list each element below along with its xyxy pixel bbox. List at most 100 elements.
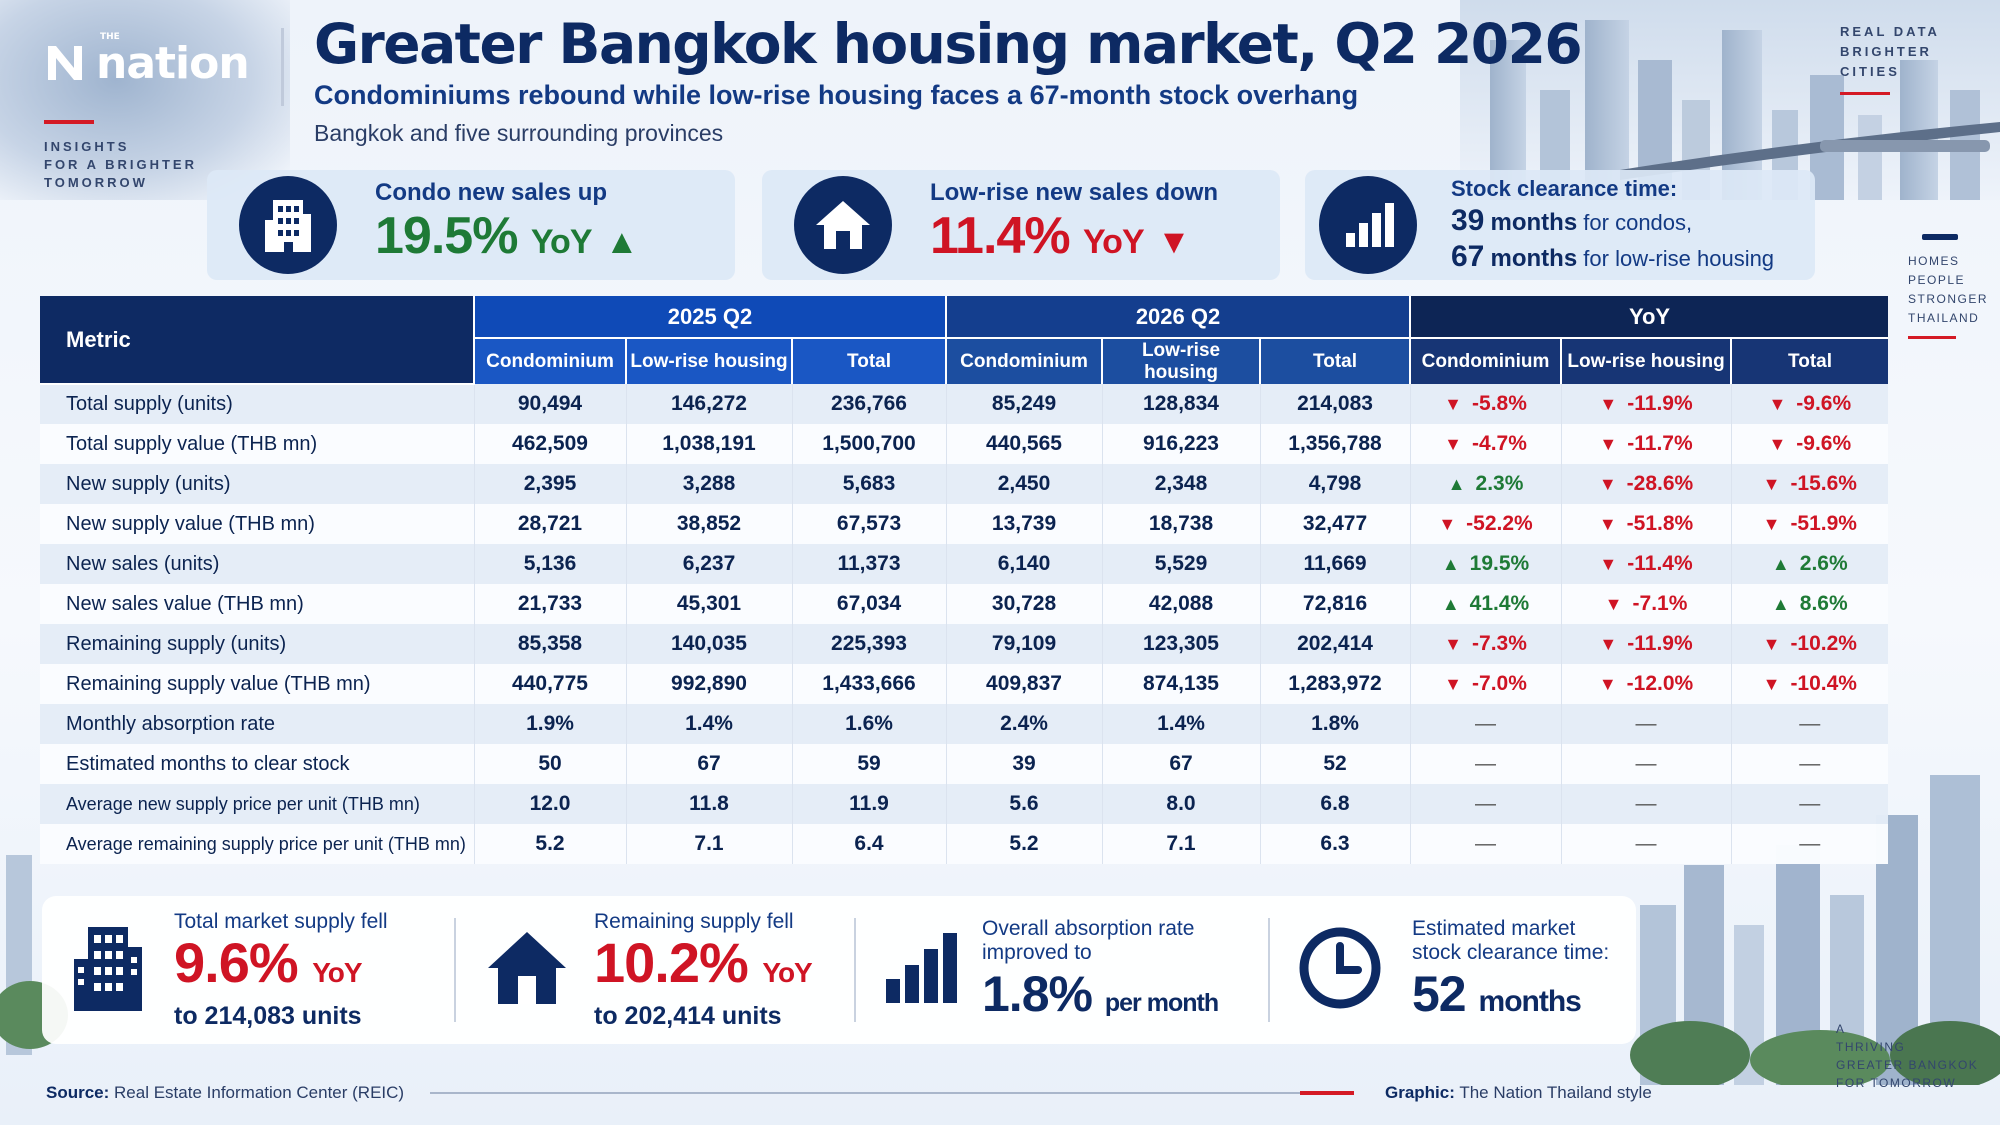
column-header: Low-rise housing bbox=[1101, 338, 1261, 384]
kpi-unit: months bbox=[1490, 245, 1578, 272]
yoy-cell: ▼ -52.2% bbox=[1409, 504, 1562, 544]
value-cell: 18,738 bbox=[1101, 504, 1261, 544]
summary-label: stock clearance time: bbox=[1412, 941, 1610, 964]
yoy-cell: ▼ -11.9% bbox=[1560, 624, 1732, 664]
summary-strip: Total market supply fell 9.6% YoY to 214… bbox=[42, 896, 1636, 1044]
metric-cell: Average remaining supply price per unit … bbox=[66, 833, 466, 854]
footer-accent bbox=[1300, 1091, 1354, 1095]
table-row: Total supply (units) 90,494 146,272 236,766… bbox=[40, 384, 1889, 424]
summary-sub: to 214,083 units bbox=[174, 1001, 362, 1030]
value-cell: 50 bbox=[473, 744, 626, 784]
metric-cell: New sales (units) bbox=[66, 552, 220, 575]
metric-cell: New supply (units) bbox=[66, 472, 231, 495]
kpi-number: 19.5% bbox=[375, 207, 518, 265]
value-cell: 440,565 bbox=[945, 424, 1103, 464]
metric-cell: Monthly absorption rate bbox=[66, 712, 276, 735]
graphic-label: Graphic: bbox=[1385, 1083, 1455, 1102]
yoy-value: 2.6% bbox=[1799, 552, 1848, 575]
yoy-value: -4.7% bbox=[1472, 432, 1527, 455]
value-cell: 1.6% bbox=[791, 704, 947, 744]
value-cell: 440,775 bbox=[473, 664, 626, 704]
yoy-value: — bbox=[1799, 752, 1821, 775]
value-cell: 67,034 bbox=[791, 584, 947, 624]
metric-header: Metric bbox=[40, 296, 475, 385]
yoy-value: -11.9% bbox=[1627, 632, 1693, 655]
summary-number: 9.6% bbox=[174, 930, 299, 994]
up-arrow-icon: ▲ bbox=[1447, 474, 1466, 494]
value-cell: 5,683 bbox=[791, 464, 947, 504]
tagline-line: STRONGER bbox=[1908, 292, 1989, 306]
kpi-value: 11.4% YoY ▼ bbox=[930, 207, 1218, 271]
kpi-line: 67 months for low-rise housing bbox=[1451, 240, 1774, 274]
footer-rule bbox=[430, 1092, 1300, 1094]
kpi-stock-clearance: Stock clearance time: 39 months for cond… bbox=[1305, 170, 1815, 280]
down-arrow-icon: ▼ bbox=[1444, 394, 1462, 414]
yoy-cell: ▼ -7.1% bbox=[1560, 584, 1732, 624]
tagline-line: GREATER BANGKOK bbox=[1836, 1058, 1979, 1072]
source-note: Source: Real Estate Information Center (… bbox=[46, 1083, 404, 1103]
page-region-note: Bangkok and five surrounding provinces bbox=[314, 120, 724, 146]
tagline-line: FOR TOMORROW bbox=[1836, 1076, 1957, 1090]
value-cell: 28,721 bbox=[473, 504, 626, 544]
down-arrow-icon: ▼ bbox=[1768, 394, 1787, 414]
yoy-cell: — bbox=[1409, 704, 1562, 744]
yoy-value: -9.6% bbox=[1796, 432, 1852, 455]
yoy-value: -11.9% bbox=[1627, 392, 1693, 415]
tagline-accent-bar bbox=[44, 120, 94, 124]
down-arrow-icon: ▼ bbox=[1444, 674, 1462, 694]
summary-absorption: Overall absorption rate improved to 1.8%… bbox=[856, 896, 1270, 1044]
kpi-number: 11.4% bbox=[930, 207, 1071, 265]
yoy-cell: ▼ -5.8% bbox=[1409, 384, 1562, 424]
value-cell: 30,728 bbox=[945, 584, 1103, 624]
value-cell: 1,500,700 bbox=[791, 424, 947, 464]
kpi-number: 67 bbox=[1451, 240, 1485, 273]
yoy-cell: ▼ -11.7% bbox=[1560, 424, 1732, 464]
tagline-line: THAILAND bbox=[1908, 311, 1980, 325]
clock-icon bbox=[1298, 926, 1382, 1015]
value-cell: 146,272 bbox=[625, 384, 792, 424]
table-row: Average new supply price per unit (THB m… bbox=[40, 784, 1889, 824]
metric-cell: Total supply (units) bbox=[66, 393, 233, 415]
down-arrow-icon: ▼ bbox=[1762, 674, 1781, 694]
kpi-unit: YoY bbox=[530, 223, 593, 261]
down-arrow-icon: ▼ bbox=[1599, 434, 1618, 454]
value-cell: 214,083 bbox=[1259, 384, 1411, 424]
value-cell: 3,288 bbox=[625, 464, 792, 504]
building-icon bbox=[70, 923, 146, 1018]
value-cell: 7.1 bbox=[1101, 824, 1261, 864]
tagline-line: HOMES bbox=[1908, 254, 1960, 268]
metric-cell: Remaining supply value (THB mn) bbox=[66, 672, 371, 695]
value-cell: 128,834 bbox=[1101, 384, 1261, 424]
column-header: Condominium bbox=[945, 338, 1103, 384]
yoy-cell: — bbox=[1560, 744, 1732, 784]
left-tagline: INSIGHTS FOR A BRIGHTER TOMORROW bbox=[44, 120, 214, 192]
value-cell: 85,358 bbox=[473, 624, 626, 664]
column-header: Low-rise housing bbox=[1560, 338, 1732, 384]
down-arrow-icon: ▼ bbox=[1768, 434, 1787, 454]
kpi-line: 39 months for condos, bbox=[1451, 204, 1774, 238]
value-cell: 59 bbox=[791, 744, 947, 784]
divider bbox=[1268, 918, 1270, 1022]
yoy-cell: — bbox=[1730, 784, 1889, 824]
house-icon bbox=[484, 928, 570, 1013]
yoy-value: 19.5% bbox=[1469, 552, 1530, 575]
kpi-condo-sales: Condo new sales up 19.5% YoY ▲ bbox=[207, 170, 735, 280]
value-cell: 5,529 bbox=[1101, 544, 1261, 584]
summary-label: Overall absorption rate bbox=[982, 917, 1195, 940]
roof-icon bbox=[1922, 234, 1958, 240]
yoy-cell: ▼ -11.9% bbox=[1560, 384, 1732, 424]
value-cell: 32,477 bbox=[1259, 504, 1411, 544]
value-cell: 1.9% bbox=[473, 704, 626, 744]
yoy-cell: ▼ -28.6% bbox=[1560, 464, 1732, 504]
value-cell: 67 bbox=[1101, 744, 1261, 784]
column-header: Total bbox=[790, 338, 947, 384]
building-icon bbox=[239, 176, 337, 274]
page-subtitle: Condominiums rebound while low-rise hous… bbox=[314, 80, 1359, 110]
summary-label: Estimated market bbox=[1412, 917, 1576, 940]
value-cell: 409,837 bbox=[945, 664, 1103, 704]
value-cell: 67 bbox=[625, 744, 792, 784]
bottom-right-tagline: A THRIVING GREATER BANGKOK FOR TOMORROW bbox=[1836, 1020, 1986, 1092]
yoy-value: 41.4% bbox=[1469, 592, 1530, 615]
the-nation-logo: THE nation bbox=[44, 28, 269, 98]
yoy-value: -10.4% bbox=[1790, 672, 1857, 695]
